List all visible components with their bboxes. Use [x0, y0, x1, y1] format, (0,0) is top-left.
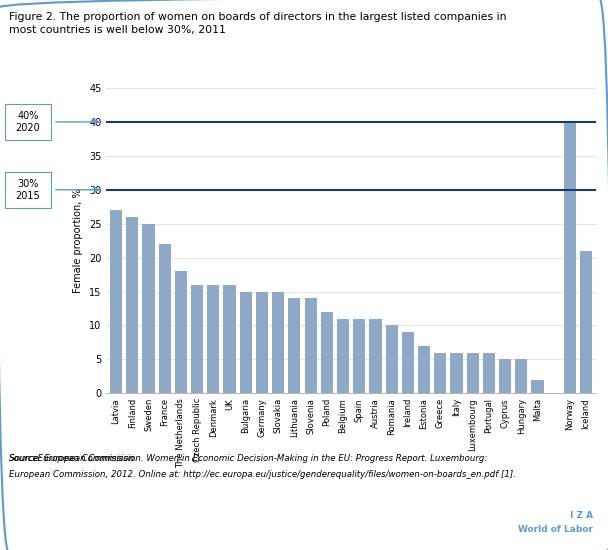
Text: European Commission, 2012. Online at: http://ec.europa.eu/justice/genderequality: European Commission, 2012. Online at: ht… [9, 470, 516, 479]
Bar [369, 318, 381, 393]
Bar [305, 298, 317, 393]
Bar [288, 298, 300, 393]
Bar [385, 326, 398, 393]
Bar [142, 224, 154, 393]
Text: Source: Source [9, 454, 39, 463]
Text: 30%
2015: 30% 2015 [16, 179, 40, 201]
Text: 40%
2020: 40% 2020 [16, 111, 40, 133]
Bar [256, 292, 268, 393]
Text: Source: European Commission. Women in Economic Decision-Making in the EU: Progre: Source: European Commission. Women in Ec… [9, 454, 488, 463]
Bar [434, 353, 446, 393]
Bar [191, 285, 203, 393]
Text: World of Labor: World of Labor [518, 525, 593, 533]
Text: : European Commission.: : European Commission. [32, 454, 140, 463]
Text: I Z A: I Z A [570, 511, 593, 520]
Y-axis label: Female proportion, %: Female proportion, % [74, 188, 83, 293]
Bar [402, 332, 414, 393]
Bar [110, 210, 122, 393]
Bar [499, 359, 511, 393]
Bar [337, 318, 349, 393]
Bar [224, 285, 236, 393]
Bar [353, 318, 365, 393]
Bar [175, 271, 187, 393]
Bar [564, 122, 576, 393]
Bar [240, 292, 252, 393]
Bar [483, 353, 495, 393]
Bar [515, 359, 527, 393]
Bar [531, 379, 544, 393]
Bar [580, 251, 592, 393]
Bar [451, 353, 463, 393]
Bar [207, 285, 219, 393]
Bar [159, 244, 171, 393]
Text: Figure 2. The proportion of women on boards of directors in the largest listed c: Figure 2. The proportion of women on boa… [9, 12, 506, 35]
Bar [418, 346, 430, 393]
Bar [466, 353, 478, 393]
Bar [272, 292, 285, 393]
Bar [321, 312, 333, 393]
Bar [126, 217, 139, 393]
